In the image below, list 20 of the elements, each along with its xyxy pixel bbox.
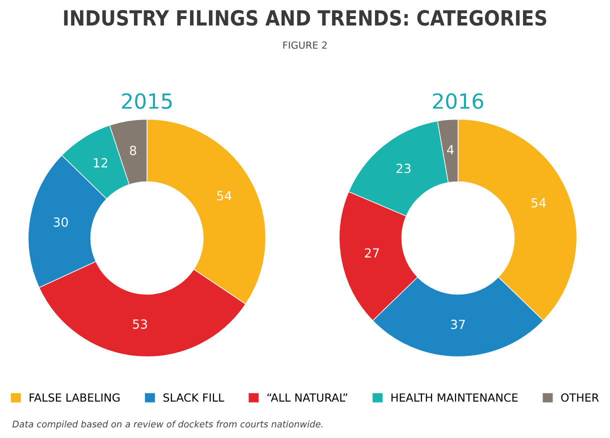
text: FIGURE 2 [283,41,327,49]
data-label: 8 [130,146,136,156]
chart-title: 2016 [433,93,484,109]
data-label: 4 [447,145,454,154]
data-label: 53 [133,319,147,329]
chart-title: 2015 [122,93,172,109]
data-label: 54 [217,191,232,200]
data-label: 37 [451,320,465,330]
legend-label: FALSE LABELING [30,393,120,402]
legend-label: HEALTH MAINTENANCE [391,393,518,402]
text: Data compiled based on a review of dockets from courts nationwide. [12,420,323,430]
data-label: 30 [54,217,68,227]
text: INDUSTRY FILINGS AND TRENDS: CATEGORIES [64,10,546,26]
data-label: 12 [94,158,108,168]
legend-label: SLACK FILL [163,393,224,402]
legend-label: OTHER [561,393,599,402]
data-label: 23 [396,164,410,174]
data-label: 27 [364,248,379,258]
data-label: 54 [532,198,546,208]
legend-label: “ALL NATURAL” [267,394,348,402]
